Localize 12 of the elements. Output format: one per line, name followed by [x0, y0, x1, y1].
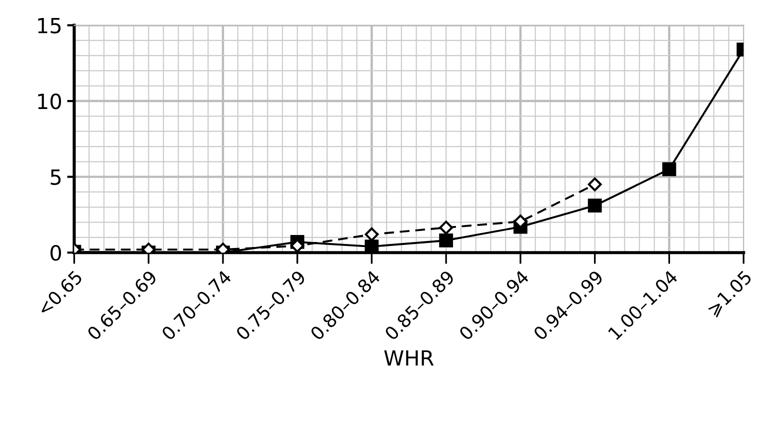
point: [439, 220, 454, 235]
y-tick-label: 0: [50, 245, 62, 261]
x-axis-title: WHR: [384, 350, 434, 366]
y-tick-label: 15: [38, 18, 61, 34]
point: [662, 162, 676, 176]
point: [364, 240, 379, 253]
point: [364, 227, 379, 242]
point: [588, 198, 602, 213]
y-tick-label: 5: [50, 170, 61, 186]
point: [588, 177, 602, 192]
y-tick-label: 10: [38, 93, 62, 110]
point: [439, 234, 454, 248]
